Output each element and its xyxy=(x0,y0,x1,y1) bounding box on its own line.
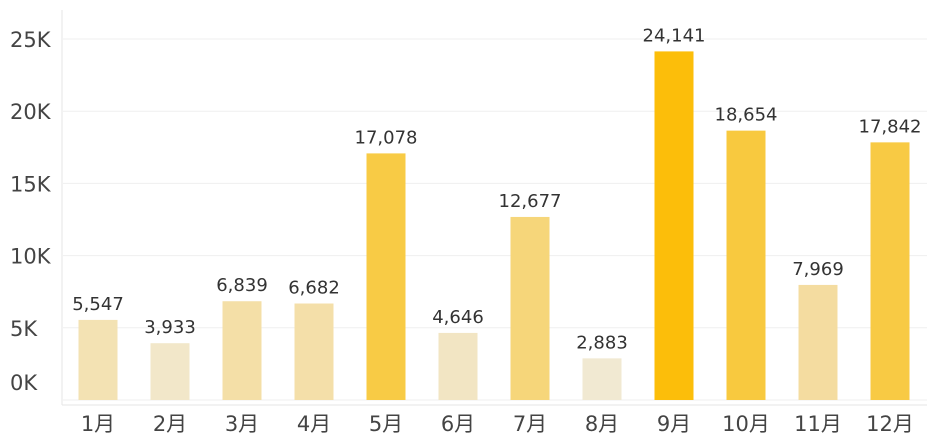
bar xyxy=(582,358,622,400)
x-tick-label: 8月 xyxy=(585,412,619,436)
value-label: 6,682 xyxy=(288,278,340,299)
bar xyxy=(366,153,406,400)
value-label: 12,677 xyxy=(499,191,562,212)
bar xyxy=(870,142,910,401)
x-tick-label: 11月 xyxy=(794,412,842,436)
x-tick-label: 9月 xyxy=(657,412,691,436)
value-label: 5,547 xyxy=(72,294,124,315)
bar xyxy=(78,319,118,400)
y-tick-label: 10K xyxy=(10,245,52,269)
x-tick-label: 3月 xyxy=(225,412,259,436)
bar xyxy=(150,343,190,400)
x-tick-label: 10月 xyxy=(722,412,770,436)
bar xyxy=(726,130,766,401)
value-label: 4,646 xyxy=(432,307,484,328)
bar xyxy=(438,332,478,400)
value-label: 3,933 xyxy=(144,317,196,338)
value-label: 17,842 xyxy=(859,116,922,137)
bar xyxy=(654,51,694,400)
x-tick-label: 2月 xyxy=(153,412,187,436)
x-tick-label: 1月 xyxy=(81,412,115,436)
value-label: 7,969 xyxy=(792,259,844,280)
value-label: 24,141 xyxy=(643,25,706,46)
value-label: 17,078 xyxy=(355,127,418,148)
value-label: 18,654 xyxy=(715,105,778,126)
y-tick-label: 15K xyxy=(10,172,52,196)
x-tick-label: 4月 xyxy=(297,412,331,436)
bar xyxy=(222,301,262,400)
bar xyxy=(510,216,550,400)
value-label: 6,839 xyxy=(216,275,268,296)
x-tick-label: 12月 xyxy=(866,412,914,436)
x-tick-label: 6月 xyxy=(441,412,475,436)
y-tick-label: 5K xyxy=(10,317,38,341)
x-tick-label: 7月 xyxy=(513,412,547,436)
y-tick-label: 20K xyxy=(10,100,52,124)
x-tick-label: 5月 xyxy=(369,412,403,436)
value-label: 2,883 xyxy=(576,332,628,353)
bar xyxy=(798,284,838,400)
y-tick-label: 25K xyxy=(10,28,52,52)
bar xyxy=(294,303,334,400)
y-tick-label: 0K xyxy=(10,371,38,395)
